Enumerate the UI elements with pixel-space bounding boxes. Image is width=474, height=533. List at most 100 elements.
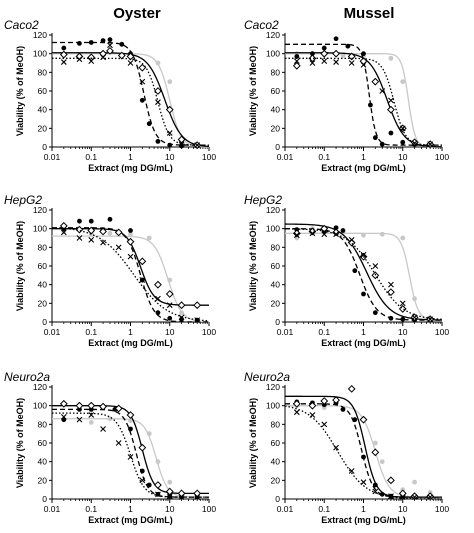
data-point xyxy=(379,231,385,237)
data-point xyxy=(193,301,202,310)
y-tick-label: 20 xyxy=(38,123,48,133)
x-tick-label: 100 xyxy=(202,504,216,514)
y-tick-label: 120 xyxy=(33,205,47,215)
data-point xyxy=(400,316,406,322)
x-axis-label: Extract (mg DG/mL) xyxy=(88,515,173,525)
y-tick-label: 100 xyxy=(266,401,280,411)
series xyxy=(285,57,442,148)
y-tick-label: 60 xyxy=(38,261,48,271)
series xyxy=(52,42,209,149)
fit-curve xyxy=(52,52,210,148)
data-point xyxy=(106,46,114,55)
data-point xyxy=(60,413,67,420)
y-tick-label: 20 xyxy=(271,123,281,133)
data-point xyxy=(126,411,135,419)
y-axis-label: Viability (% of MeOH) xyxy=(248,221,258,311)
data-point xyxy=(427,141,434,148)
series xyxy=(285,226,443,322)
data-point xyxy=(60,229,67,236)
data-point xyxy=(411,494,418,501)
y-axis-label: Viability (% of MeOH) xyxy=(15,46,25,136)
data-point xyxy=(368,102,373,108)
data-point xyxy=(388,97,394,104)
data-point xyxy=(99,227,107,236)
series xyxy=(284,223,443,324)
data-point xyxy=(139,277,146,283)
series xyxy=(51,226,210,324)
data-point xyxy=(119,41,125,47)
data-point xyxy=(308,54,317,63)
data-point xyxy=(320,224,329,233)
chart-panel: Neuro2a 0 20 40 60 80 100 120 0.01 0.1 1 10 100 Extra… xyxy=(4,370,216,525)
data-point xyxy=(372,440,378,446)
fit-curve xyxy=(51,226,210,322)
data-point xyxy=(333,59,339,65)
data-point xyxy=(88,420,94,425)
x-tick-label: 10 xyxy=(398,152,408,162)
data-point xyxy=(360,479,367,486)
y-tick-label: 40 xyxy=(271,280,281,290)
y-tick-label: 60 xyxy=(271,438,281,448)
data-point xyxy=(412,296,417,302)
data-point xyxy=(359,415,368,424)
data-point xyxy=(347,52,356,61)
data-point xyxy=(88,58,95,65)
data-point xyxy=(321,421,328,428)
data-point xyxy=(61,45,67,51)
data-point xyxy=(398,305,407,313)
x-tick-label: 0.01 xyxy=(44,152,61,162)
data-point xyxy=(139,477,146,484)
data-point xyxy=(107,230,113,236)
data-point xyxy=(155,139,161,144)
data-point xyxy=(154,87,162,95)
y-tick-label: 100 xyxy=(266,49,280,59)
data-point xyxy=(75,401,84,410)
y-tick-label: 100 xyxy=(33,224,47,234)
row-title: HepG2 xyxy=(4,193,42,207)
data-point xyxy=(75,225,84,234)
data-point xyxy=(360,251,367,258)
data-point xyxy=(76,416,83,423)
data-point xyxy=(292,61,301,70)
data-point xyxy=(138,257,147,266)
data-point xyxy=(379,88,386,94)
data-point xyxy=(128,231,133,237)
y-tick-label: 100 xyxy=(33,401,47,411)
data-point xyxy=(400,235,406,241)
x-tick-label: 0.01 xyxy=(277,504,294,514)
series xyxy=(52,216,209,323)
y-tick-label: 0 xyxy=(275,317,280,327)
y-tick-label: 80 xyxy=(271,242,281,252)
data-point xyxy=(128,418,133,423)
data-point xyxy=(320,49,329,58)
series xyxy=(284,405,443,501)
data-point xyxy=(165,105,174,114)
x-axis-label: Extract (mg DG/mL) xyxy=(88,338,173,348)
data-point xyxy=(178,494,185,501)
series xyxy=(285,51,442,148)
data-point xyxy=(166,493,173,500)
data-point xyxy=(128,426,133,432)
data-point xyxy=(128,228,133,233)
x-axis-label: Extract (mg DG/mL) xyxy=(321,338,406,348)
data-point xyxy=(146,121,152,127)
row-title: Caco2 xyxy=(4,18,39,32)
x-tick-label: 0.1 xyxy=(318,504,330,514)
data-point xyxy=(352,417,358,423)
x-tick-label: 1 xyxy=(128,504,133,514)
y-tick-label: 20 xyxy=(38,475,48,485)
data-point xyxy=(155,491,161,498)
data-point xyxy=(146,431,152,437)
data-point xyxy=(387,288,395,297)
data-point xyxy=(388,55,394,61)
data-point xyxy=(88,218,94,224)
data-point xyxy=(412,479,417,485)
x-tick-label: 10 xyxy=(165,152,175,162)
data-point xyxy=(127,60,134,66)
fit-curve xyxy=(52,235,210,323)
y-tick-label: 20 xyxy=(271,298,281,308)
data-point xyxy=(388,130,394,136)
y-tick-label: 0 xyxy=(275,494,280,504)
